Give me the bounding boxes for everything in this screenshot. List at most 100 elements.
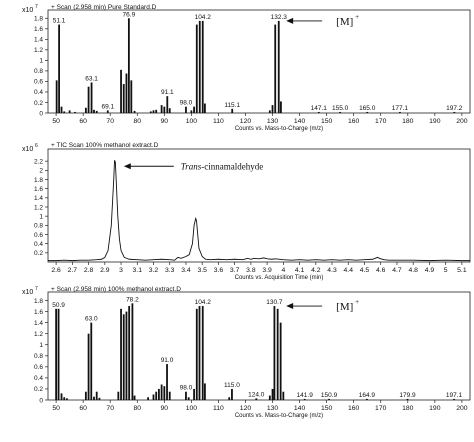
x-tick-label: 110: [213, 405, 224, 412]
x-tick-label: 120: [240, 118, 252, 125]
y-tick-label: 1.8: [34, 177, 43, 184]
x-tick-label: 60: [79, 118, 87, 125]
annotation-arrow-head: [286, 17, 294, 24]
x-tick-label: 170: [375, 405, 387, 412]
spectrum-peak: [255, 398, 258, 400]
spectrum-peak: [87, 333, 90, 400]
spectrum-peak: [106, 110, 109, 113]
x-tick-label: 100: [186, 405, 198, 412]
peak-label: 63.1: [85, 75, 98, 82]
x-tick-label: 50: [52, 118, 60, 125]
plot-frame: [47, 9, 471, 114]
spectrum-peak: [453, 398, 455, 400]
x-tick-label: 50: [52, 405, 60, 412]
compound-label-italic: Trans: [181, 161, 202, 171]
x-tick-label: 4.9: [425, 267, 435, 274]
y-tick-label: 0: [39, 397, 43, 404]
y-tick-label: 1.4: [34, 37, 43, 44]
x-tick-label: 130: [267, 405, 279, 412]
y-tick-label: 2.2: [34, 158, 43, 165]
peak-label: 76.9: [123, 11, 136, 18]
x-tick-label: 80: [133, 118, 141, 125]
peak-label: 155.0: [332, 105, 349, 112]
x-tick-label: 60: [79, 405, 87, 412]
spectrum-peak: [63, 397, 66, 400]
y-scale-exponent: 6: [35, 143, 38, 149]
peak-label: 115.0: [224, 382, 240, 389]
peak-label: 91.1: [161, 89, 174, 96]
y-tick-label: 0.6: [34, 364, 43, 371]
x-tick-label: 190: [429, 118, 441, 125]
y-tick-label: 1: [39, 342, 43, 349]
y-tick-label: 0.4: [34, 89, 43, 96]
spectrum-peak: [160, 384, 163, 400]
spectrum-peak: [93, 396, 95, 400]
spectrum-peak: [366, 398, 368, 400]
peak-label: 91.0: [161, 357, 174, 364]
compound-label-rest: -cinnamaldehyde: [201, 161, 263, 171]
y-tick-label: 1.4: [34, 195, 43, 202]
spectrum-peak: [268, 395, 271, 400]
spectrum-peak: [87, 86, 90, 113]
x-tick-label: 70: [106, 405, 114, 412]
spectrum-peak: [93, 109, 95, 113]
peak-label: 98.0: [180, 385, 193, 392]
spectrum-peak: [125, 311, 128, 400]
x-axis-title: Counts vs. Mass-to-Charge (m/z): [235, 413, 323, 419]
panel-mass-spectrum-methanol-extract: + Scan (2.958 min) 100% methanol extract…: [22, 286, 471, 419]
y-tick-label: 1: [39, 58, 43, 65]
spectrum-peak: [228, 397, 231, 400]
spectrum-peak: [268, 110, 271, 113]
peak-label: 141.9: [297, 392, 314, 399]
spectrum-peak: [317, 111, 320, 113]
spectrum-peak: [193, 106, 195, 113]
spectrum-peak: [90, 322, 93, 400]
spectrum-peak: [131, 303, 134, 400]
y-tick-label: 0.2: [34, 100, 43, 107]
x-tick-label: 3.9: [262, 267, 272, 274]
x-tick-label: 4.2: [311, 267, 321, 274]
peak-label: 164.9: [359, 392, 376, 399]
spectrum-peak: [328, 398, 330, 400]
compound-label: Trans-cinnamaldehyde: [181, 161, 263, 171]
peak-label: 177.1: [392, 105, 409, 112]
y-tick-label: 1.8: [34, 298, 43, 305]
spectrum-peak: [282, 391, 285, 400]
y-tick-label: 0.4: [34, 375, 43, 382]
spectrum-peak: [195, 308, 198, 400]
spectrum-peak: [152, 110, 155, 113]
x-tick-label: 2.7: [68, 267, 78, 274]
spectrum-peak: [231, 388, 233, 400]
annotation-arrow-head: [123, 163, 131, 170]
y-tick-label: 0.6: [34, 232, 43, 239]
panel-title: + TIC Scan 100% methanol extract.D: [51, 142, 159, 149]
spectrum-peak: [203, 103, 206, 113]
spectrum-peak: [203, 383, 206, 400]
x-tick-label: 120: [240, 405, 252, 412]
spectrum-peak: [198, 20, 201, 113]
panel-tic-chromatogram: + TIC Scan 100% methanol extract.D x10 6 2.…: [22, 142, 471, 281]
x-tick-label: 90: [161, 118, 169, 125]
spectrum-peak: [128, 306, 131, 400]
peak-label: 179.9: [399, 392, 416, 399]
spectrum-peak: [130, 80, 133, 113]
spectrum-peak: [149, 111, 152, 113]
panel-mass-spectrum-pure-standard: + Scan (2.958 min) Pure Standard.D x10 7 1.…: [22, 4, 471, 132]
spectrum-peak: [90, 82, 93, 113]
x-tick-label: 3.2: [149, 267, 159, 274]
spectrum-peak: [277, 20, 280, 113]
x-tick-label: 3.6: [214, 267, 224, 274]
spectrum-peak: [160, 105, 163, 113]
spectrum-peak: [193, 388, 195, 400]
y-scale-exponent: 7: [35, 286, 38, 292]
y-tick-label: 0.6: [34, 79, 43, 86]
spectrum-peak: [152, 394, 155, 400]
x-tick-label: 150: [321, 118, 333, 125]
spectrum-peak: [84, 107, 87, 113]
spectrum-peak: [366, 111, 369, 113]
peak-label: 50.9: [52, 302, 65, 309]
y-scale-exponent: 7: [35, 4, 38, 10]
spectrum-peak: [198, 306, 201, 400]
spectrum-peak: [57, 308, 60, 400]
spectrum-peak: [273, 306, 276, 400]
